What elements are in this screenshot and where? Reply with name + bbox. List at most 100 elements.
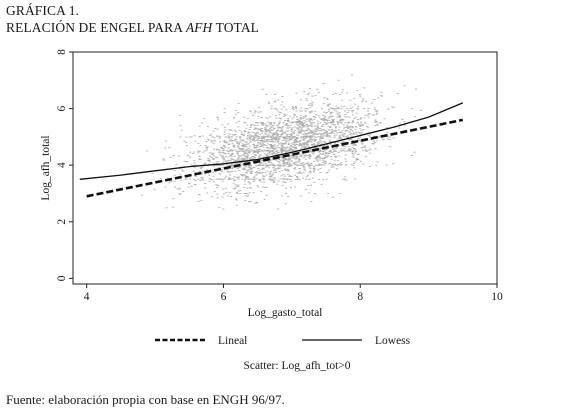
scatter-point xyxy=(262,140,265,142)
scatter-point xyxy=(321,157,324,159)
scatter-point xyxy=(360,147,363,149)
scatter-point xyxy=(332,93,334,95)
scatter-point xyxy=(350,135,353,137)
scatter-point xyxy=(312,132,315,134)
scatter-point xyxy=(300,172,303,174)
scatter-point xyxy=(352,127,354,129)
scatter-point xyxy=(212,172,215,174)
scatter-point xyxy=(349,148,352,150)
scatter-point xyxy=(223,142,226,144)
scatter-point xyxy=(308,121,311,123)
scatter-point xyxy=(340,118,343,120)
scatter-point xyxy=(269,136,272,138)
scatter-point xyxy=(299,143,301,144)
scatter-point xyxy=(241,140,244,141)
scatter-point xyxy=(294,167,297,169)
scatter-point xyxy=(243,180,246,182)
scatter-point xyxy=(341,150,344,151)
scatter-point xyxy=(243,134,246,136)
scatter-point xyxy=(257,142,259,144)
scatter-point xyxy=(313,147,316,149)
scatter-point xyxy=(277,154,279,156)
scatter-point xyxy=(373,99,376,100)
scatter-point xyxy=(304,143,307,145)
scatter-point xyxy=(315,130,318,132)
scatter-point xyxy=(247,152,250,154)
scatter-point xyxy=(257,151,260,152)
scatter-point xyxy=(302,144,305,146)
scatter-point xyxy=(333,135,336,137)
scatter-point xyxy=(340,122,343,124)
scatter-point xyxy=(307,92,310,94)
scatter-point xyxy=(279,165,282,167)
scatter-point xyxy=(256,173,259,175)
scatter-point xyxy=(268,160,271,162)
scatter-point xyxy=(284,147,287,149)
scatter-point xyxy=(275,117,278,119)
scatter-point xyxy=(284,142,287,144)
scatter-point xyxy=(344,122,347,124)
scatter-point xyxy=(212,159,215,160)
scatter-point xyxy=(367,126,370,128)
scatter-point xyxy=(237,190,240,192)
scatter-point xyxy=(258,180,261,182)
scatter-point xyxy=(311,119,314,121)
scatter-point xyxy=(297,132,300,134)
scatter-point xyxy=(247,150,250,152)
scatter-point xyxy=(292,143,295,145)
scatter-point xyxy=(303,125,306,127)
scatter-point xyxy=(237,156,240,158)
scatter-point xyxy=(230,196,233,197)
scatter-point xyxy=(205,147,208,149)
scatter-point xyxy=(140,194,143,196)
scatter-point xyxy=(261,156,264,158)
scatter-point xyxy=(348,139,351,140)
scatter-point xyxy=(261,144,264,146)
scatter-point xyxy=(359,160,362,162)
scatter-point xyxy=(241,174,244,176)
scatter-point xyxy=(286,138,289,140)
scatter-point xyxy=(317,155,320,157)
scatter-point xyxy=(347,127,349,129)
scatter-point xyxy=(264,166,267,168)
scatter-point xyxy=(219,154,222,156)
scatter-point xyxy=(303,146,305,148)
scatter-point xyxy=(218,136,221,138)
scatter-point xyxy=(234,188,237,190)
scatter-point xyxy=(244,152,247,154)
scatter-point xyxy=(299,121,302,123)
scatter-point xyxy=(322,162,325,163)
scatter-point xyxy=(235,113,238,115)
scatter-point xyxy=(298,141,301,142)
scatter-point xyxy=(282,115,285,117)
scatter-point xyxy=(267,161,270,163)
scatter-point xyxy=(231,154,234,156)
scatter-point xyxy=(247,151,250,153)
scatter-point xyxy=(288,127,291,129)
scatter-point xyxy=(284,152,287,153)
scatter-point xyxy=(309,106,312,108)
scatter-point xyxy=(232,145,235,147)
scatter-point xyxy=(290,130,293,132)
scatter-point xyxy=(274,151,277,152)
scatter-point xyxy=(297,130,300,132)
scatter-point xyxy=(269,173,271,175)
scatter-point xyxy=(296,176,298,178)
scatter-point xyxy=(317,92,320,94)
scatter-point xyxy=(263,156,266,158)
scatter-point xyxy=(286,133,288,135)
scatter-point xyxy=(262,137,265,139)
scatter-point xyxy=(236,136,238,138)
scatter-point xyxy=(319,150,322,152)
scatter-point xyxy=(300,148,303,150)
scatter-point xyxy=(193,162,196,164)
scatter-point xyxy=(282,162,285,164)
scatter-point xyxy=(257,128,260,130)
scatter-point xyxy=(348,149,351,151)
scatter-point xyxy=(297,161,300,163)
scatter-point xyxy=(349,138,352,140)
scatter-point xyxy=(299,155,302,157)
scatter-point xyxy=(246,118,249,119)
scatter-point xyxy=(309,151,312,153)
scatter-point xyxy=(272,149,275,151)
